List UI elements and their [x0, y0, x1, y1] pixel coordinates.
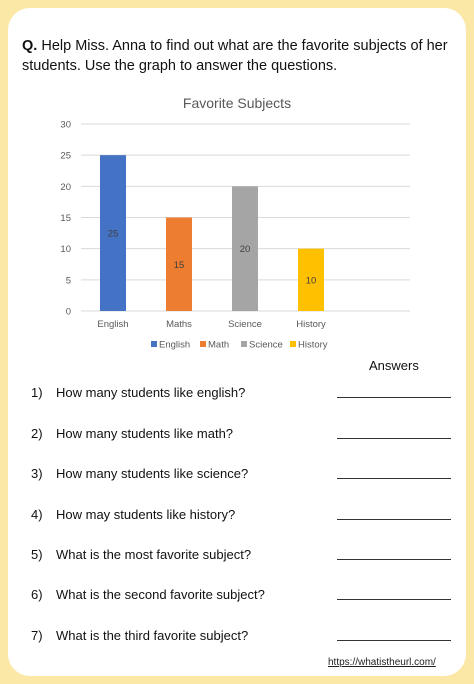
answers-heading: Answers — [369, 358, 419, 373]
y-tick-label: 30 — [60, 120, 71, 131]
data-label: 25 — [108, 229, 119, 240]
bar — [100, 155, 126, 311]
question-row: 3) How many students like science? — [31, 466, 248, 481]
data-label: 15 — [174, 260, 185, 271]
legend-label: Science — [249, 340, 283, 351]
footer-url[interactable]: https://whatistheurl.com/ — [328, 657, 436, 668]
question-number: 2) — [31, 426, 43, 441]
legend-label: Math — [208, 340, 229, 351]
question-number: 7) — [31, 628, 43, 643]
answer-line[interactable] — [337, 397, 451, 398]
data-label: 10 — [306, 275, 317, 286]
answer-line[interactable] — [337, 438, 451, 439]
answer-line[interactable] — [337, 599, 451, 600]
question-row: 7) What is the third favorite subject? — [31, 628, 248, 643]
y-tick-label: 20 — [60, 182, 71, 193]
question-text: Q. Help Miss. Anna to find out what are … — [22, 36, 452, 76]
answer-line[interactable] — [337, 559, 451, 560]
question-label: What is the second favorite subject? — [56, 587, 265, 602]
question-prefix: Q. — [22, 38, 38, 54]
bar — [232, 186, 258, 311]
answer-line[interactable] — [337, 640, 451, 641]
answer-line[interactable] — [337, 478, 451, 479]
favorite-subjects-chart: Favorite Subjects 0 5 10 15 20 25 30 25 English 15… — [60, 95, 410, 351]
legend-swatch — [200, 341, 206, 347]
question-label: How may students like history? — [56, 507, 236, 522]
data-label: 20 — [240, 244, 251, 255]
question-number: 4) — [31, 507, 43, 522]
y-tick-label: 25 — [60, 151, 71, 162]
question-number: 5) — [31, 547, 43, 562]
legend-swatch — [290, 341, 296, 347]
y-tick-label: 15 — [60, 213, 71, 224]
question-number: 1) — [31, 385, 43, 400]
legend-swatch — [241, 341, 247, 347]
question-body: Help Miss. Anna to find out what are the… — [22, 38, 448, 74]
chart-title: Favorite Subjects — [183, 95, 291, 111]
legend-label: History — [298, 340, 328, 351]
question-label: What is the most favorite subject? — [56, 547, 252, 562]
question-row: 2) How many students like math? — [31, 426, 233, 441]
x-tick-label: Science — [228, 319, 262, 330]
x-tick-label: English — [97, 319, 128, 330]
question-number: 3) — [31, 466, 43, 481]
question-label: How many students like english? — [56, 385, 246, 400]
question-label: How many students like science? — [56, 466, 249, 481]
question-number: 6) — [31, 587, 43, 602]
x-tick-label: History — [296, 319, 326, 330]
bar — [298, 248, 324, 311]
bar — [166, 217, 192, 311]
question-row: 6) What is the second favorite subject? — [31, 587, 265, 602]
y-tick-label: 10 — [60, 244, 71, 255]
y-tick-label: 0 — [66, 307, 71, 318]
x-tick-label: Maths — [166, 319, 192, 330]
y-tick-label: 5 — [66, 275, 71, 286]
question-row: 5) What is the most favorite subject? — [31, 547, 251, 562]
legend-label: English — [159, 340, 190, 351]
question-row: 4) How may students like history? — [31, 507, 235, 522]
legend-swatch — [151, 341, 157, 347]
question-row: 1) How many students like english? — [31, 385, 245, 400]
question-label: How many students like math? — [56, 426, 234, 441]
worksheet-card — [8, 8, 466, 676]
answer-line[interactable] — [337, 519, 451, 520]
question-label: What is the third favorite subject? — [56, 628, 249, 643]
